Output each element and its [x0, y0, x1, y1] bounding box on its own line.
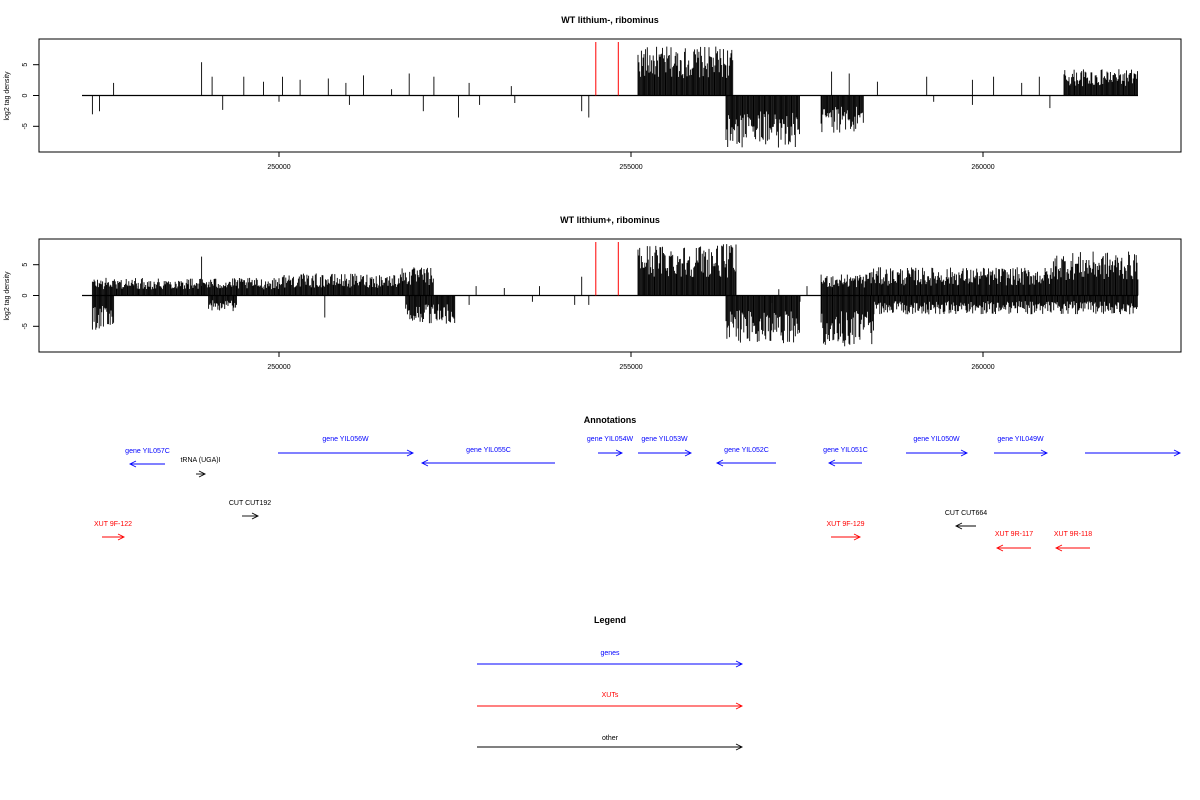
- annotation-arrow: [196, 470, 207, 478]
- legend-label-other: other: [602, 735, 619, 742]
- panel-lithium-minus: WT lithium-, ribominus log2 tag density …: [4, 15, 1182, 171]
- annotation-features: gene YIL057C tRNA (UGA)I gene YIL056W gene …: [94, 436, 1182, 552]
- annotation-feature: [1085, 449, 1182, 457]
- annotation-label: CUT CUT192: [229, 500, 271, 507]
- annotation-feature: gene YIL052C: [715, 447, 776, 467]
- legend-arrow: [477, 702, 744, 710]
- x-tick-label: 250000: [267, 364, 290, 371]
- x-ticks: 250000 255000 260000: [267, 152, 995, 171]
- panel-lithium-plus: WT lithium+, ribominus log2 tag density …: [4, 215, 1182, 371]
- y-axis-label: log2 tag density: [4, 271, 11, 321]
- panel-title: WT lithium+, ribominus: [560, 215, 660, 225]
- annotation-arrow: [1085, 449, 1182, 457]
- x-tick-label: 260000: [971, 364, 994, 371]
- annotation-arrow: [827, 459, 862, 467]
- y-tick-label: 5: [22, 63, 29, 67]
- annotation-feature: gene YIL053W: [638, 436, 693, 457]
- annotation-arrow: [994, 449, 1049, 457]
- annotation-feature: gene YIL056W: [278, 436, 415, 457]
- annotation-feature: XUT 9R-117: [995, 531, 1033, 552]
- annotation-feature: gene YIL051C: [823, 447, 868, 467]
- annotation-arrow: [638, 449, 693, 457]
- legend-arrow: [477, 743, 744, 751]
- legend: Legend genes XUTs other: [477, 615, 744, 751]
- annotation-feature: XUT 9F-122: [94, 521, 132, 541]
- annotation-arrow: [102, 533, 126, 541]
- annotation-label: gene YIL049W: [997, 436, 1044, 443]
- annotation-label: gene YIL051C: [823, 447, 868, 454]
- x-tick-label: 255000: [619, 164, 642, 171]
- annotation-arrow: [128, 460, 165, 468]
- annotation-label: gene YIL054W: [587, 436, 634, 443]
- density-bars: [91, 244, 1139, 347]
- y-tick-label: -5: [22, 323, 29, 329]
- annotation-feature: CUT CUT192: [229, 500, 271, 520]
- annotation-feature: gene YIL057C: [125, 448, 170, 468]
- annotation-feature: XUT 9F-129: [827, 521, 865, 541]
- x-ticks: 250000 255000 260000: [267, 352, 995, 371]
- annotation-feature: tRNA (UGA)I: [180, 457, 221, 478]
- annotation-feature: gene YIL054W: [587, 436, 634, 457]
- y-tick-label: 5: [22, 263, 29, 267]
- annotation-arrow: [906, 449, 969, 457]
- y-tick-label: -5: [22, 123, 29, 129]
- legend-arrow: [477, 660, 744, 668]
- annotations-title: Annotations: [584, 415, 637, 425]
- panel-title: WT lithium-, ribominus: [561, 15, 659, 25]
- y-tick-label: 0: [22, 293, 29, 297]
- annotation-arrow: [278, 449, 415, 457]
- annotation-label: gene YIL052C: [724, 447, 769, 454]
- legend-arrows: [477, 660, 744, 751]
- x-tick-label: 260000: [971, 164, 994, 171]
- annotation-arrow: [1054, 544, 1090, 552]
- legend-title: Legend: [594, 615, 626, 625]
- annotation-label: XUT 9F-122: [94, 521, 132, 528]
- annotation-label: gene YIL055C: [466, 447, 511, 454]
- y-tick-label: 0: [22, 93, 29, 97]
- annotation-label: XUT 9F-129: [827, 521, 865, 528]
- annotation-label: gene YIL053W: [641, 436, 688, 443]
- annotation-label: gene YIL057C: [125, 448, 170, 455]
- annotation-label: gene YIL050W: [913, 436, 960, 443]
- annotation-feature: gene YIL050W: [906, 436, 969, 457]
- annotation-label: tRNA (UGA)I: [180, 457, 220, 464]
- legend-label-genes: genes: [600, 650, 620, 657]
- annotation-arrow: [995, 544, 1031, 552]
- annotation-arrow: [831, 533, 862, 541]
- annotation-label: XUT 9R-117: [995, 531, 1033, 538]
- annotation-feature: XUT 9R-118: [1054, 531, 1092, 552]
- annotation-arrow: [420, 459, 555, 467]
- annotation-feature: gene YIL049W: [994, 436, 1049, 457]
- legend-label-xuts: XUTs: [602, 692, 619, 699]
- annotation-arrow: [242, 512, 260, 520]
- annotation-feature: gene YIL055C: [420, 447, 555, 467]
- annotation-label: CUT CUT664: [945, 510, 987, 517]
- y-ticks: 5 0 -5: [22, 63, 39, 129]
- region-markers: [595, 242, 619, 296]
- x-tick-label: 255000: [619, 364, 642, 371]
- x-tick-label: 250000: [267, 164, 290, 171]
- annotation-feature: CUT CUT664: [945, 510, 987, 530]
- annotation-arrow: [715, 459, 776, 467]
- y-ticks: 5 0 -5: [22, 263, 39, 329]
- annotation-label: XUT 9R-118: [1054, 531, 1092, 538]
- annotation-label: gene YIL056W: [322, 436, 369, 443]
- region-markers: [595, 42, 619, 96]
- annotation-arrow: [598, 449, 624, 457]
- y-axis-label: log2 tag density: [4, 71, 11, 121]
- density-bars: [91, 46, 1138, 148]
- annotation-arrow: [954, 522, 976, 530]
